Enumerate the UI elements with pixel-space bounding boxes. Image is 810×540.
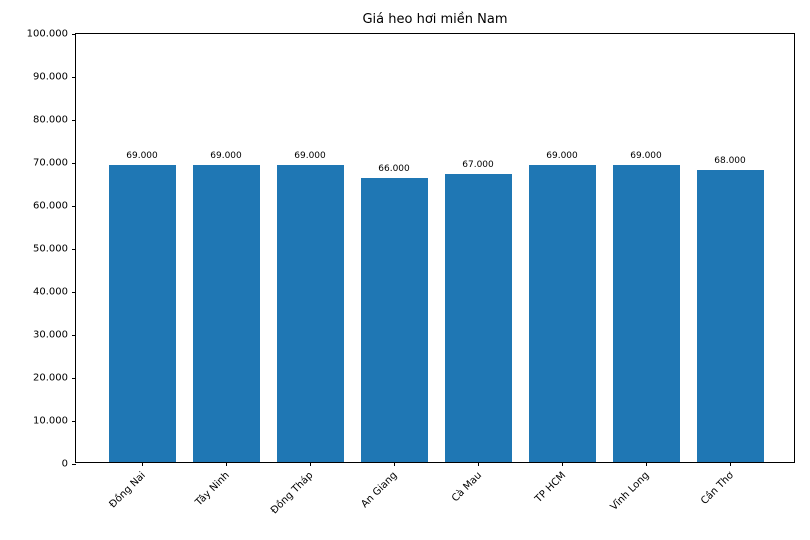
y-tick-mark <box>72 334 76 336</box>
y-tick-label: 60.000 <box>33 200 68 212</box>
bar <box>360 178 428 462</box>
bar-value-label: 69.000 <box>210 151 242 162</box>
x-tick-label: Vĩnh Long <box>608 470 652 513</box>
bar <box>276 165 344 462</box>
bar <box>192 165 260 462</box>
chart-title: Giá heo hơi miền Nam <box>362 12 508 27</box>
x-tick-mark <box>561 462 563 466</box>
x-tick-mark <box>141 462 143 466</box>
y-tick-mark <box>72 119 76 121</box>
x-tick-label: Đồng Nai <box>107 470 148 511</box>
bar-value-label: 69.000 <box>294 151 326 162</box>
y-tick-mark <box>72 420 76 422</box>
y-tick-mark <box>72 76 76 78</box>
x-tick-label: An Giang <box>359 470 400 511</box>
x-tick-mark <box>225 462 227 466</box>
bar <box>444 173 512 462</box>
y-tick-label: 100.000 <box>26 28 68 40</box>
x-tick-label: Tây Ninh <box>193 470 232 509</box>
y-tick-label: 90.000 <box>33 71 68 83</box>
x-tick-label: Đồng Tháp <box>269 470 316 517</box>
y-tick-label: 70.000 <box>33 157 68 169</box>
y-tick-label: 0 <box>61 458 68 470</box>
y-tick-label: 50.000 <box>33 243 68 255</box>
bar-value-label: 69.000 <box>126 151 158 162</box>
y-tick-mark <box>72 463 76 465</box>
x-tick-mark <box>729 462 731 466</box>
x-tick-label: Cà Mau <box>449 470 484 505</box>
y-tick-label: 10.000 <box>33 415 68 427</box>
y-tick-mark <box>72 205 76 207</box>
x-tick-mark <box>393 462 395 466</box>
bar-value-label: 68.000 <box>714 155 746 166</box>
y-tick-mark <box>72 33 76 35</box>
y-tick-label: 40.000 <box>33 286 68 298</box>
x-tick-label: Cần Thơ <box>698 470 736 507</box>
bar-value-label: 66.000 <box>378 164 410 175</box>
bar <box>108 165 176 462</box>
bar <box>696 169 764 462</box>
y-tick-label: 30.000 <box>33 329 68 341</box>
x-tick-mark <box>477 462 479 466</box>
y-tick-mark <box>72 377 76 379</box>
x-tick-label: TP HCM <box>532 470 568 505</box>
bar <box>612 165 680 462</box>
y-tick-mark <box>72 162 76 164</box>
y-tick-mark <box>72 291 76 293</box>
plot-area: 0 10.000 20.000 30.000 40.000 50.000 60.000 70.… <box>27 29 795 516</box>
y-tick-label: 80.000 <box>33 114 68 126</box>
bar-value-label: 67.000 <box>462 159 494 170</box>
y-tick-label: 20.000 <box>33 372 68 384</box>
y-tick-mark <box>72 248 76 250</box>
x-tick-mark <box>309 462 311 466</box>
bar-value-label: 69.000 <box>630 151 662 162</box>
bar-value-label: 69.000 <box>546 151 578 162</box>
bar <box>528 165 596 462</box>
x-tick-mark <box>645 462 647 466</box>
